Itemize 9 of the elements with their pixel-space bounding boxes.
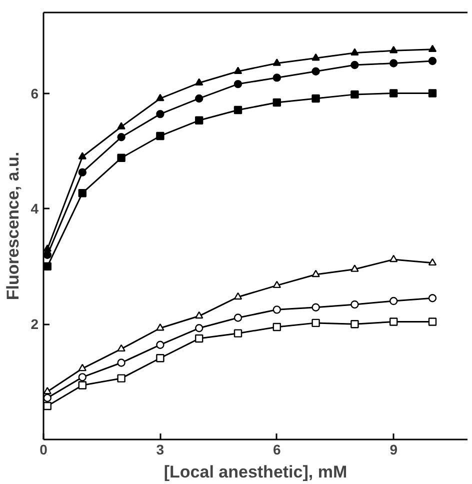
x-tick-label: 0 xyxy=(40,442,48,458)
x-tick-label: 6 xyxy=(273,442,281,458)
x-tick-label: 9 xyxy=(390,442,398,458)
x-tick-label: 3 xyxy=(156,442,164,458)
y-tick-label: 4 xyxy=(30,200,39,217)
x-axis-title: [Local anesthetic], mM xyxy=(164,462,348,482)
y-tick-label: 2 xyxy=(30,316,39,332)
y-tick-label: 6 xyxy=(30,85,39,102)
y-axis-title: Fluorescence, a.u. xyxy=(4,152,23,300)
